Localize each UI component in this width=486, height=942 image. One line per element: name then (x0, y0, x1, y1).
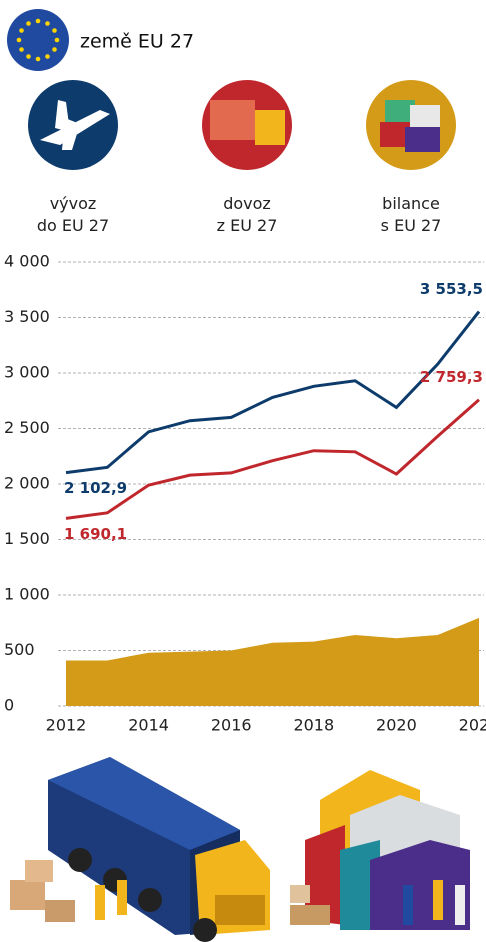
line (65, 310, 481, 475)
legend-label: dovoz z EU 27 (216, 194, 278, 235)
area (66, 617, 479, 706)
eu-flag (7, 9, 69, 71)
containers-icon-b (410, 105, 440, 127)
y-tick-label: 3 000 (4, 363, 50, 382)
y-tick-label: 2 500 (4, 418, 50, 437)
y-tick-label: 1 000 (4, 585, 50, 604)
value-label: 1 690,1 (64, 525, 127, 543)
value-label: 3 553,5 (420, 280, 483, 298)
y-tick-label: 500 (4, 640, 35, 659)
y-tick-label: 3 500 (4, 307, 50, 326)
x-tick-label: 2012 (46, 716, 87, 735)
legend-label: bilance s EU 27 (380, 194, 442, 235)
eu-stars (16, 18, 60, 62)
airplane-icon (40, 100, 110, 150)
x-tick-label: 2014 (128, 716, 169, 735)
truck-icon-body (210, 100, 255, 140)
y-tick-label: 2 000 (4, 474, 50, 493)
value-label: 2 102,9 (64, 479, 127, 497)
y-tick-label: 4 000 (4, 252, 50, 271)
truck-icon-cab (255, 110, 285, 145)
y-tick-label: 0 (4, 696, 14, 715)
containers-illustration (290, 770, 470, 930)
x-tick-label: 2016 (211, 716, 252, 735)
line (65, 398, 480, 520)
x-tick-label: 2020 (376, 716, 417, 735)
containers-icon-d (405, 127, 440, 152)
y-tick-label: 1 500 (4, 529, 50, 548)
value-label: 2 759,3 (420, 368, 483, 386)
containers-icon-a (385, 100, 415, 122)
chart-title: země EU 27 (80, 31, 194, 53)
legend-label: vývoz do EU 27 (36, 194, 110, 235)
truck-illustration (10, 757, 270, 942)
x-tick-label: 2018 (293, 716, 334, 735)
